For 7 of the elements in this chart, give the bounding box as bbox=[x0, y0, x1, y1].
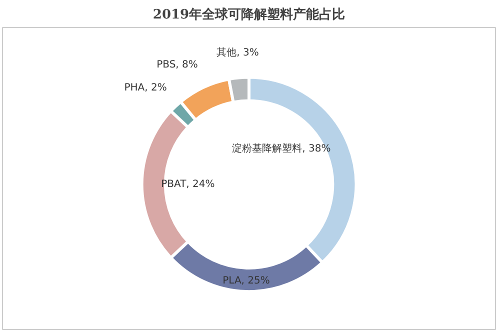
slice-label: 其他, 3% bbox=[216, 46, 259, 58]
slice-label: PBS, 8% bbox=[156, 59, 198, 70]
slice-label: 淀粉基降解塑料, 38% bbox=[232, 142, 331, 154]
slice-label: PLA, 25% bbox=[222, 276, 270, 287]
chart-title: 2019年全球可降解塑料产能占比 bbox=[152, 6, 346, 22]
slice-label: PHA, 2% bbox=[124, 82, 167, 94]
slice-label: PBAT, 24% bbox=[161, 178, 215, 190]
